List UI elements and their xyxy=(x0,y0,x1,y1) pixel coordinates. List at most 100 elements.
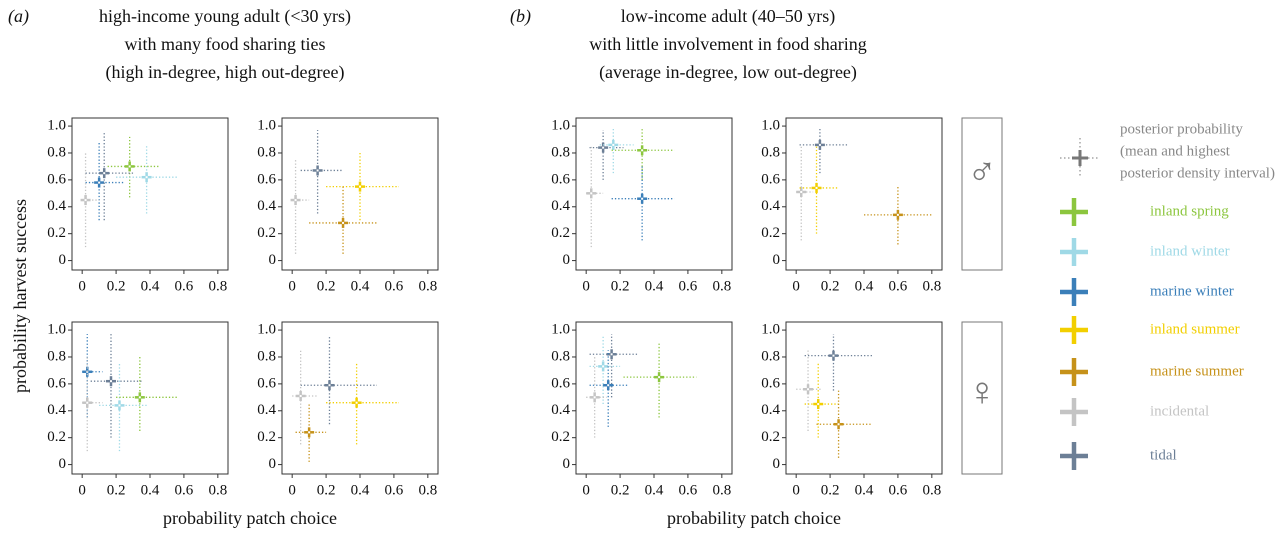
legend-label: tidal xyxy=(1150,447,1177,463)
x-tick-label: 0.4 xyxy=(141,278,160,294)
point-center xyxy=(896,213,899,216)
legend-label: marine winter xyxy=(1150,283,1234,299)
point-center xyxy=(602,146,605,149)
plot-frame xyxy=(71,321,229,475)
y-tick-label: 1.0 xyxy=(551,322,570,338)
y-tick-label: 1.0 xyxy=(761,322,780,338)
point-center xyxy=(800,190,803,193)
point-center xyxy=(98,181,101,184)
point-center xyxy=(641,149,644,152)
x-tick-label: 0.4 xyxy=(351,482,370,498)
y-tick-label: 0.8 xyxy=(761,348,780,364)
y-tick-label: 0 xyxy=(59,456,67,472)
y-tick-label: 0.4 xyxy=(761,402,780,418)
y-tick-label: 0.6 xyxy=(761,375,780,391)
x-tick-label: 0.2 xyxy=(821,278,840,294)
x-tick-label: 0.4 xyxy=(855,278,874,294)
x-tick-label: 0 xyxy=(78,278,86,294)
point-center xyxy=(658,376,661,379)
y-tick-label: 0.8 xyxy=(551,348,570,364)
point-center xyxy=(103,172,106,175)
y-tick-label: 0.4 xyxy=(47,198,66,214)
x-tick-label: 0.6 xyxy=(679,482,698,498)
point-center xyxy=(837,423,840,426)
point-center xyxy=(138,396,141,399)
y-tick-label: 0 xyxy=(773,456,781,472)
x-tick-label: 0.8 xyxy=(208,278,227,294)
panel-title: with little involvement in food sharing xyxy=(589,34,866,54)
x-tick-label: 0 xyxy=(288,482,296,498)
y-tick-label: 0 xyxy=(269,252,277,268)
x-tick-label: 0.2 xyxy=(317,482,336,498)
panel-label: (a) xyxy=(8,6,29,27)
point-center xyxy=(641,197,644,200)
point-center xyxy=(316,169,319,172)
x-tick-label: 0.4 xyxy=(141,482,160,498)
point-center xyxy=(355,401,358,404)
y-tick-label: 0.4 xyxy=(47,402,66,418)
y-tick-label: 0.8 xyxy=(257,348,276,364)
y-tick-label: 0.6 xyxy=(257,375,276,391)
y-tick-label: 0 xyxy=(269,456,277,472)
sex-symbol: ♀ xyxy=(967,369,997,414)
plot-frame xyxy=(71,117,229,271)
y-tick-label: 0.2 xyxy=(47,429,66,445)
sex-box xyxy=(961,117,1003,271)
x-tick-label: 0.2 xyxy=(821,482,840,498)
panel-title: with many food sharing ties xyxy=(125,34,326,54)
y-tick-label: 0.4 xyxy=(551,198,570,214)
y-tick-label: 0 xyxy=(773,252,781,268)
y-tick-label: 0.8 xyxy=(761,144,780,160)
panel-title: high-income young adult (<30 yrs) xyxy=(99,6,351,27)
x-tick-label: 0.4 xyxy=(645,278,664,294)
point-center xyxy=(145,176,148,179)
y-tick-label: 0.2 xyxy=(761,429,780,445)
plot-frame xyxy=(281,321,439,475)
x-axis-label: probability patch choice xyxy=(163,508,337,528)
y-tick-label: 0.4 xyxy=(257,198,276,214)
x-tick-label: 0 xyxy=(78,482,86,498)
legend-label: incidental xyxy=(1150,403,1209,419)
x-tick-label: 0.2 xyxy=(611,278,630,294)
point-center xyxy=(328,384,331,387)
x-tick-label: 0 xyxy=(288,278,296,294)
y-tick-label: 0.2 xyxy=(257,429,276,445)
point-center xyxy=(590,192,593,195)
y-tick-label: 0.2 xyxy=(761,225,780,241)
panel-title: (average in-degree, low out-degree) xyxy=(599,62,857,83)
y-tick-label: 0 xyxy=(563,456,571,472)
panel-title: low-income adult (40–50 yrs) xyxy=(621,6,835,27)
x-axis-label: probability patch choice xyxy=(667,508,841,528)
y-tick-label: 0.6 xyxy=(257,171,276,187)
x-tick-label: 0 xyxy=(582,278,590,294)
y-tick-label: 0.4 xyxy=(761,198,780,214)
point-center xyxy=(610,353,613,356)
y-tick-label: 1.0 xyxy=(551,118,570,134)
y-tick-label: 0.2 xyxy=(257,225,276,241)
x-tick-label: 0.8 xyxy=(208,482,227,498)
point-center xyxy=(807,388,810,391)
y-tick-label: 0.6 xyxy=(47,375,66,391)
y-tick-label: 0.4 xyxy=(551,402,570,418)
y-axis-label: probability harvest success xyxy=(10,199,30,393)
y-tick-label: 0.2 xyxy=(47,225,66,241)
legend-label: inland spring xyxy=(1150,203,1229,219)
point-center xyxy=(84,199,87,202)
point-center xyxy=(817,403,820,406)
point-center xyxy=(294,199,297,202)
x-tick-label: 0.4 xyxy=(645,482,664,498)
y-tick-label: 0.8 xyxy=(47,348,66,364)
y-tick-label: 1.0 xyxy=(47,322,66,338)
point-center xyxy=(612,143,615,146)
x-tick-label: 0.6 xyxy=(385,482,404,498)
point-center xyxy=(832,354,835,357)
x-tick-label: 0.6 xyxy=(175,278,194,294)
y-tick-label: 0.6 xyxy=(47,171,66,187)
x-tick-label: 0.6 xyxy=(679,278,698,294)
point-center xyxy=(359,185,361,188)
x-tick-label: 0.4 xyxy=(351,278,370,294)
point-center xyxy=(128,165,131,168)
y-tick-label: 0.6 xyxy=(761,171,780,187)
point-center xyxy=(118,404,121,407)
panel-title: (high in-degree, high out-degree) xyxy=(106,62,345,83)
